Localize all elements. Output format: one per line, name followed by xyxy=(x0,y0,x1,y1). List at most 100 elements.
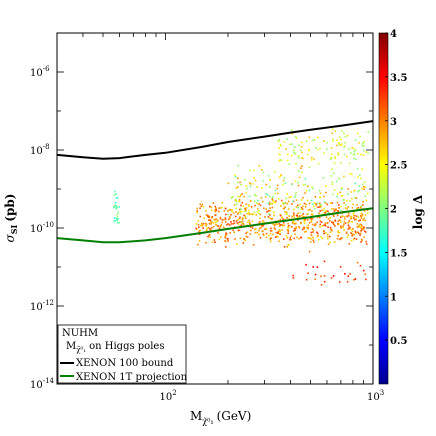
scatter-point-c2 xyxy=(273,170,276,173)
scatter-point-c2 xyxy=(268,195,271,198)
scatter-point-c1 xyxy=(245,206,248,209)
scatter-point-c1 xyxy=(207,226,210,229)
scatter-point-c2 xyxy=(356,167,359,170)
scatter-point-c1 xyxy=(249,226,252,228)
scatter-point-c1 xyxy=(197,220,199,222)
scatter-point-c3 xyxy=(330,146,333,149)
scatter-point-c3 xyxy=(338,142,340,144)
scatter-point-c1 xyxy=(225,246,227,248)
scatter-point-c1 xyxy=(241,220,244,223)
legend-subtitle: Mχ̃⁰₁ on Higgs poles xyxy=(66,341,164,354)
scatter-point-c2 xyxy=(248,213,251,216)
scatter-point-c1 xyxy=(267,210,270,212)
scatter-point-c3 xyxy=(283,141,286,143)
scatter-point-c3 xyxy=(308,149,310,152)
scatter-point-c2 xyxy=(239,181,241,184)
scatter-point-c1 xyxy=(236,243,238,246)
scatter-point-c1 xyxy=(252,244,255,246)
scatter-point-c1 xyxy=(362,219,364,221)
scatter-point-c1 xyxy=(300,237,303,239)
scatter-point-c1 xyxy=(303,202,306,205)
scatter-point-c1 xyxy=(353,211,355,213)
scatter-point-c1 xyxy=(296,204,299,207)
scatter-point-c1 xyxy=(237,223,240,225)
scatter-point-c1 xyxy=(212,202,215,204)
scatter-point-c1 xyxy=(301,214,303,217)
scatter-point-c1 xyxy=(264,216,266,218)
scatter-point-c1 xyxy=(278,240,280,243)
scatter-point-c2 xyxy=(235,201,238,203)
scatter-point-c4 xyxy=(307,272,309,274)
scatter-point-c1 xyxy=(317,232,319,235)
scatter-point-c1 xyxy=(336,214,339,216)
x-axis-label: Mχ̃⁰₁ (GeV) xyxy=(190,409,251,426)
scatter-point-c1 xyxy=(225,233,228,235)
scatter-point-c1 xyxy=(318,238,320,241)
scatter-point-c2 xyxy=(232,196,234,198)
scatter-point-c1 xyxy=(214,214,217,216)
scatter-point-c3 xyxy=(319,147,321,150)
scatter-point-c1 xyxy=(196,207,198,210)
scatter-point-c2 xyxy=(331,168,333,171)
scatter-point-c1 xyxy=(205,210,207,212)
scatter-point-c1 xyxy=(342,225,344,227)
scatter-point-c1 xyxy=(230,214,232,216)
scatter-point-c4 xyxy=(359,264,362,267)
scatter-point-c2 xyxy=(300,199,303,201)
scatter-point-c2 xyxy=(323,201,326,203)
scatter-point-c2 xyxy=(313,202,316,204)
scatter-point-c1 xyxy=(288,225,290,227)
scatter-point-c1 xyxy=(335,208,337,211)
scatter-point-c3 xyxy=(365,151,367,153)
scatter-point-c4 xyxy=(314,278,316,280)
scatter-point-c1 xyxy=(259,217,261,220)
scatter-point-c3 xyxy=(301,141,303,144)
scatter-point-c2 xyxy=(288,196,291,199)
scatter-point-c3 xyxy=(331,128,334,130)
scatter-point-c4 xyxy=(292,274,294,277)
scatter-point-c2 xyxy=(336,201,339,204)
scatter-point-c1 xyxy=(281,216,283,219)
scatter-point-c2 xyxy=(290,183,293,186)
scatter-point-c1 xyxy=(249,233,251,235)
scatter-point-c3 xyxy=(346,134,349,137)
scatter-point-c3 xyxy=(336,144,338,147)
scatter-point-c1 xyxy=(234,215,237,218)
colorbar-tick-label: 2.5 xyxy=(390,161,407,172)
scatter-point-c1 xyxy=(208,216,210,219)
scatter-point-c1 xyxy=(362,218,365,220)
scatter-point-c2 xyxy=(340,188,343,191)
scatter-point-c1 xyxy=(310,234,313,236)
y-tick-labels: 10-6 10-8 10-10 10-12 10-14 xyxy=(30,65,55,391)
scatter-point-c1 xyxy=(323,230,325,233)
scatter-point-c1 xyxy=(208,222,211,225)
scatter-point-c1 xyxy=(343,220,346,223)
scatter-point-c2 xyxy=(270,218,273,220)
scatter-point-c2 xyxy=(241,210,243,213)
scatter-point-c1 xyxy=(313,224,316,226)
scatter-point-c3 xyxy=(334,130,337,133)
legend-subtitle-prefix: M xyxy=(66,341,76,352)
scatter-point-c1 xyxy=(332,208,335,210)
scatter-point-c1 xyxy=(296,236,298,239)
scatter-point-c1 xyxy=(269,217,271,219)
scatter-point-c1 xyxy=(300,206,303,209)
scatter-point-c2 xyxy=(270,203,272,205)
scatter-point-c2 xyxy=(354,189,356,192)
scatter-point-c1 xyxy=(267,216,270,218)
scatter-point-c1 xyxy=(302,213,305,215)
scatter-point-c1 xyxy=(297,225,300,228)
scatter-point-c0 xyxy=(118,222,120,224)
scatter-point-c2 xyxy=(240,184,242,186)
scatter-point-c1 xyxy=(270,227,272,230)
scatter-point-c2 xyxy=(349,172,351,175)
scatter-point-c1 xyxy=(343,216,346,218)
scatter-point-c1 xyxy=(361,239,363,242)
legend-label-xenon100: XENON 100 bound xyxy=(76,358,174,369)
scatter-point-c4 xyxy=(314,273,317,276)
scatter-point-c2 xyxy=(349,200,351,202)
scatter-point-c1 xyxy=(303,227,306,230)
scatter-point-c2 xyxy=(339,209,342,212)
scatter-point-c1 xyxy=(265,228,268,230)
scatter-point-c1 xyxy=(224,207,227,210)
